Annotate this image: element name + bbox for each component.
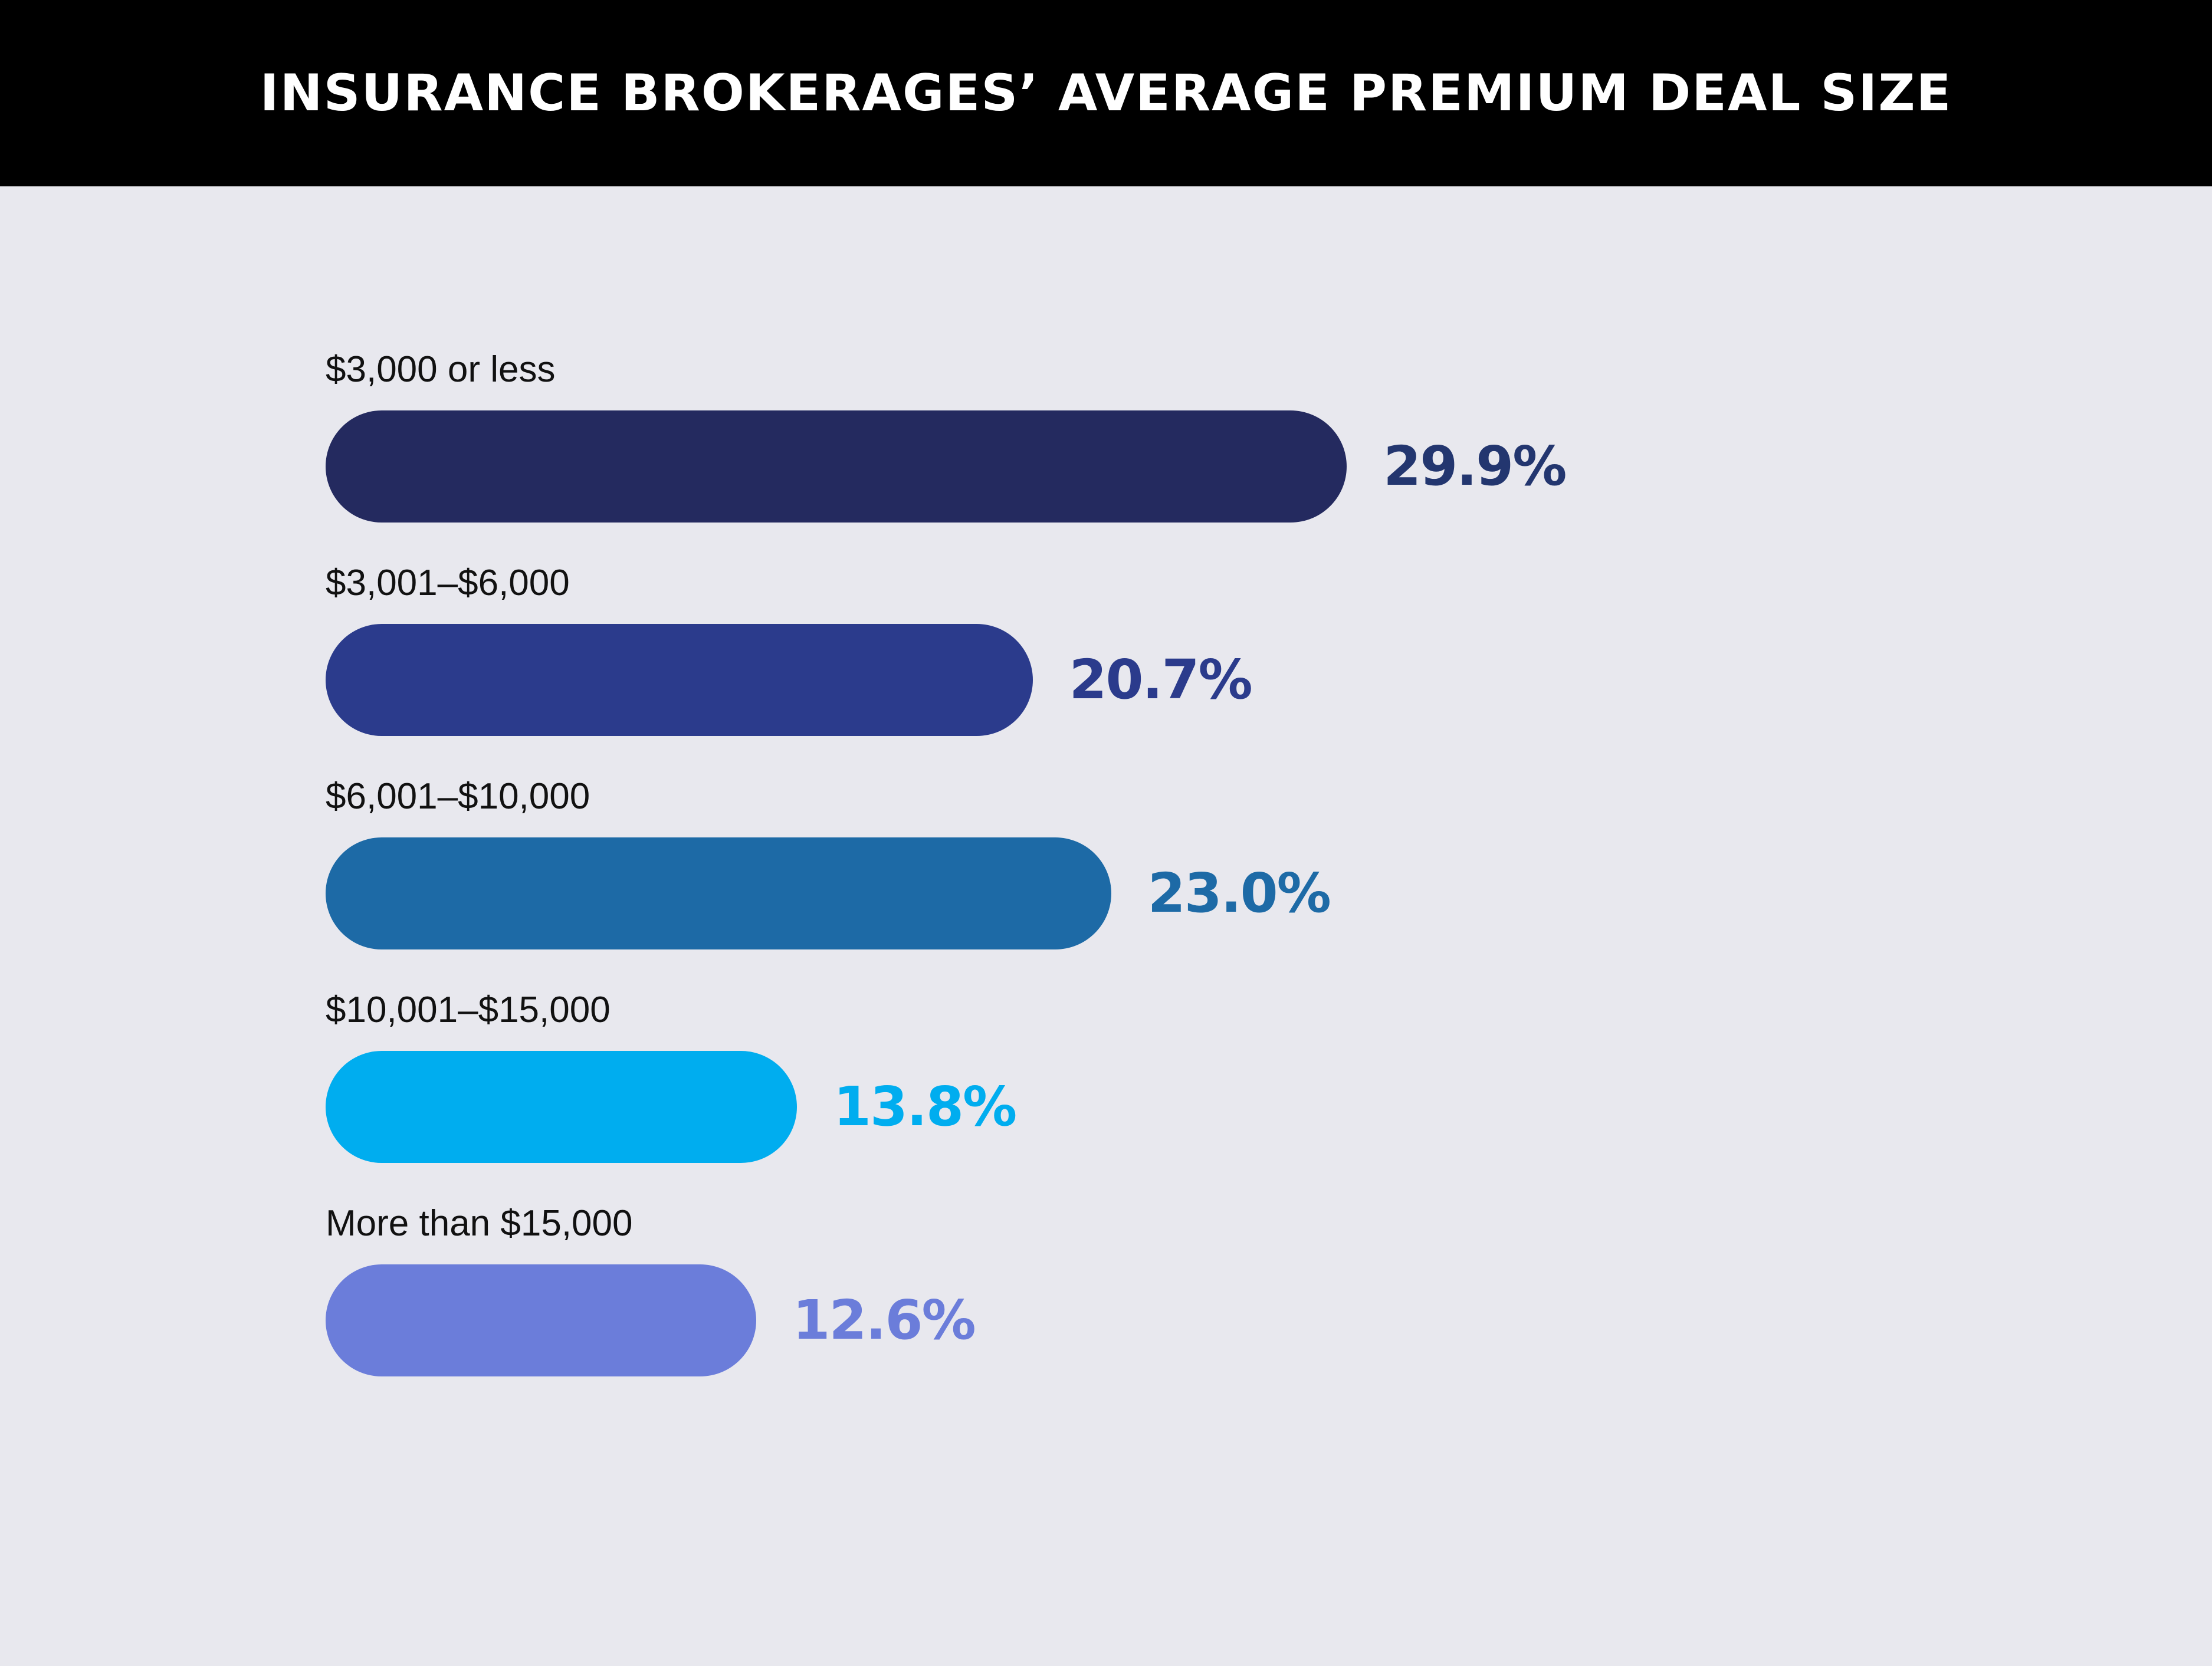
bar <box>326 1051 797 1163</box>
bar-chart: $3,000 or less 29.9% $3,001–$6,000 20.7% $6,… <box>0 186 2212 1666</box>
data-label: 20.7% <box>1069 648 1253 711</box>
category-label: $3,000 or less <box>326 349 556 390</box>
category-label: $3,001–$6,000 <box>326 563 570 603</box>
data-label: 12.6% <box>792 1289 976 1352</box>
bar <box>326 1264 756 1376</box>
category-label: More than $15,000 <box>326 1203 633 1244</box>
bar <box>326 624 1033 736</box>
category-label: $10,001–$15,000 <box>326 990 611 1030</box>
category-label: $6,001–$10,000 <box>326 776 590 817</box>
data-label: 13.8% <box>833 1075 1017 1138</box>
bar <box>326 410 1347 523</box>
bar <box>326 837 1111 949</box>
title-banner: INSURANCE BROKERAGES’ AVERAGE PREMIUM DE… <box>0 0 2212 186</box>
data-label: 23.0% <box>1147 862 1331 925</box>
data-label: 29.9% <box>1383 435 1567 498</box>
chart-title: INSURANCE BROKERAGES’ AVERAGE PREMIUM DE… <box>260 64 1952 123</box>
